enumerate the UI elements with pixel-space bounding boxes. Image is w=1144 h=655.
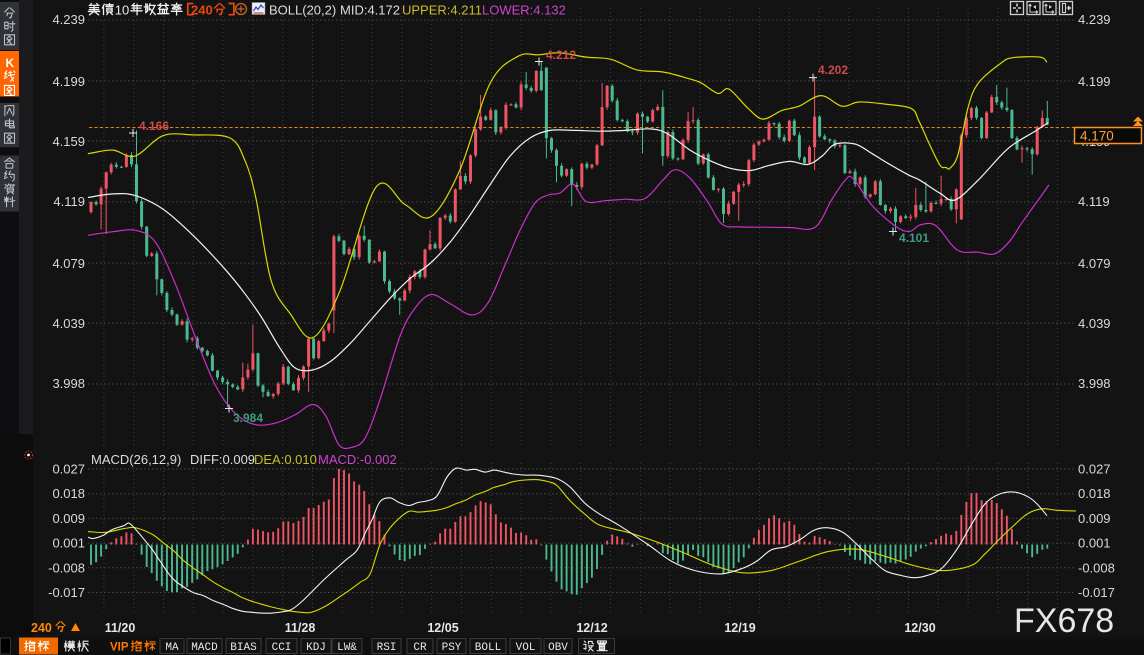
svg-text:0.009: 0.009: [52, 511, 85, 526]
svg-text:-0.008: -0.008: [48, 560, 85, 575]
svg-text:LOWER:4.132: LOWER:4.132: [482, 3, 566, 18]
svg-text:4.101: 4.101: [899, 231, 929, 245]
svg-text:CCI: CCI: [272, 642, 292, 654]
svg-text:LW&: LW&: [337, 642, 357, 654]
svg-text:12/30: 12/30: [904, 621, 935, 635]
svg-text:240: 240: [191, 3, 213, 18]
svg-text:DIFF:0.009: DIFF:0.009: [190, 452, 255, 467]
svg-text:MACD:-0.002: MACD:-0.002: [318, 452, 397, 467]
svg-text:4.079: 4.079: [1078, 256, 1111, 271]
svg-text:0.001: 0.001: [1078, 536, 1111, 551]
svg-text:0.018: 0.018: [52, 486, 85, 501]
svg-text:0.001: 0.001: [52, 536, 85, 551]
svg-text:4.170: 4.170: [1080, 129, 1114, 144]
svg-text:12/12: 12/12: [576, 621, 607, 635]
svg-text:0.009: 0.009: [1078, 511, 1111, 526]
svg-text:MA: MA: [165, 642, 179, 654]
svg-text:VIP: VIP: [110, 642, 129, 654]
svg-text:12/19: 12/19: [724, 621, 755, 635]
svg-text:4.119: 4.119: [1078, 194, 1110, 209]
svg-text:10: 10: [115, 3, 129, 18]
svg-text:4.119: 4.119: [53, 194, 85, 209]
svg-text:3.984: 3.984: [233, 411, 263, 425]
svg-text:4.199: 4.199: [52, 74, 85, 89]
svg-text:MACD: MACD: [191, 642, 218, 654]
svg-text:KDJ: KDJ: [306, 642, 326, 654]
svg-text:4.039: 4.039: [52, 316, 85, 331]
svg-text:-0.017: -0.017: [1078, 585, 1115, 600]
svg-text:0.018: 0.018: [1078, 486, 1111, 501]
svg-text:VOL: VOL: [516, 642, 536, 654]
svg-text:UPPER:4.211: UPPER:4.211: [402, 3, 482, 18]
svg-text:BOLL(20,2): BOLL(20,2): [269, 3, 336, 18]
svg-text:3.998: 3.998: [52, 376, 85, 391]
svg-text:FX678: FX678: [1014, 602, 1114, 640]
svg-text:3.998: 3.998: [1078, 376, 1111, 391]
svg-text:4.159: 4.159: [52, 134, 85, 149]
svg-text:4.239: 4.239: [52, 12, 85, 27]
svg-text:BIAS: BIAS: [230, 642, 257, 654]
svg-text:OBV: OBV: [548, 642, 568, 654]
svg-text:4.039: 4.039: [1078, 316, 1111, 331]
svg-text:PSY: PSY: [442, 642, 462, 654]
svg-text:4.199: 4.199: [1078, 74, 1111, 89]
svg-text:CR: CR: [413, 642, 427, 654]
svg-text:DEA:0.010: DEA:0.010: [254, 452, 317, 467]
svg-text:4.202: 4.202: [818, 63, 848, 77]
svg-text:11/28: 11/28: [285, 621, 316, 635]
svg-text:11/20: 11/20: [105, 621, 136, 635]
svg-text:4.166: 4.166: [139, 119, 169, 133]
svg-text:4.079: 4.079: [52, 256, 85, 271]
svg-text:0.027: 0.027: [1078, 462, 1111, 477]
svg-text:K: K: [6, 56, 15, 70]
svg-text:4.212: 4.212: [546, 48, 576, 62]
svg-text:BOLL: BOLL: [475, 642, 501, 654]
svg-text:RSI: RSI: [377, 642, 397, 654]
svg-text:240: 240: [31, 621, 52, 635]
svg-text:12/05: 12/05: [427, 621, 458, 635]
svg-text:-0.008: -0.008: [1078, 560, 1115, 575]
svg-text:-0.017: -0.017: [48, 585, 85, 600]
svg-text:MACD(26,12,9): MACD(26,12,9): [91, 452, 181, 467]
svg-text:4.239: 4.239: [1078, 12, 1111, 27]
svg-text:MID:4.172: MID:4.172: [340, 3, 400, 18]
svg-text:0.027: 0.027: [52, 462, 85, 477]
